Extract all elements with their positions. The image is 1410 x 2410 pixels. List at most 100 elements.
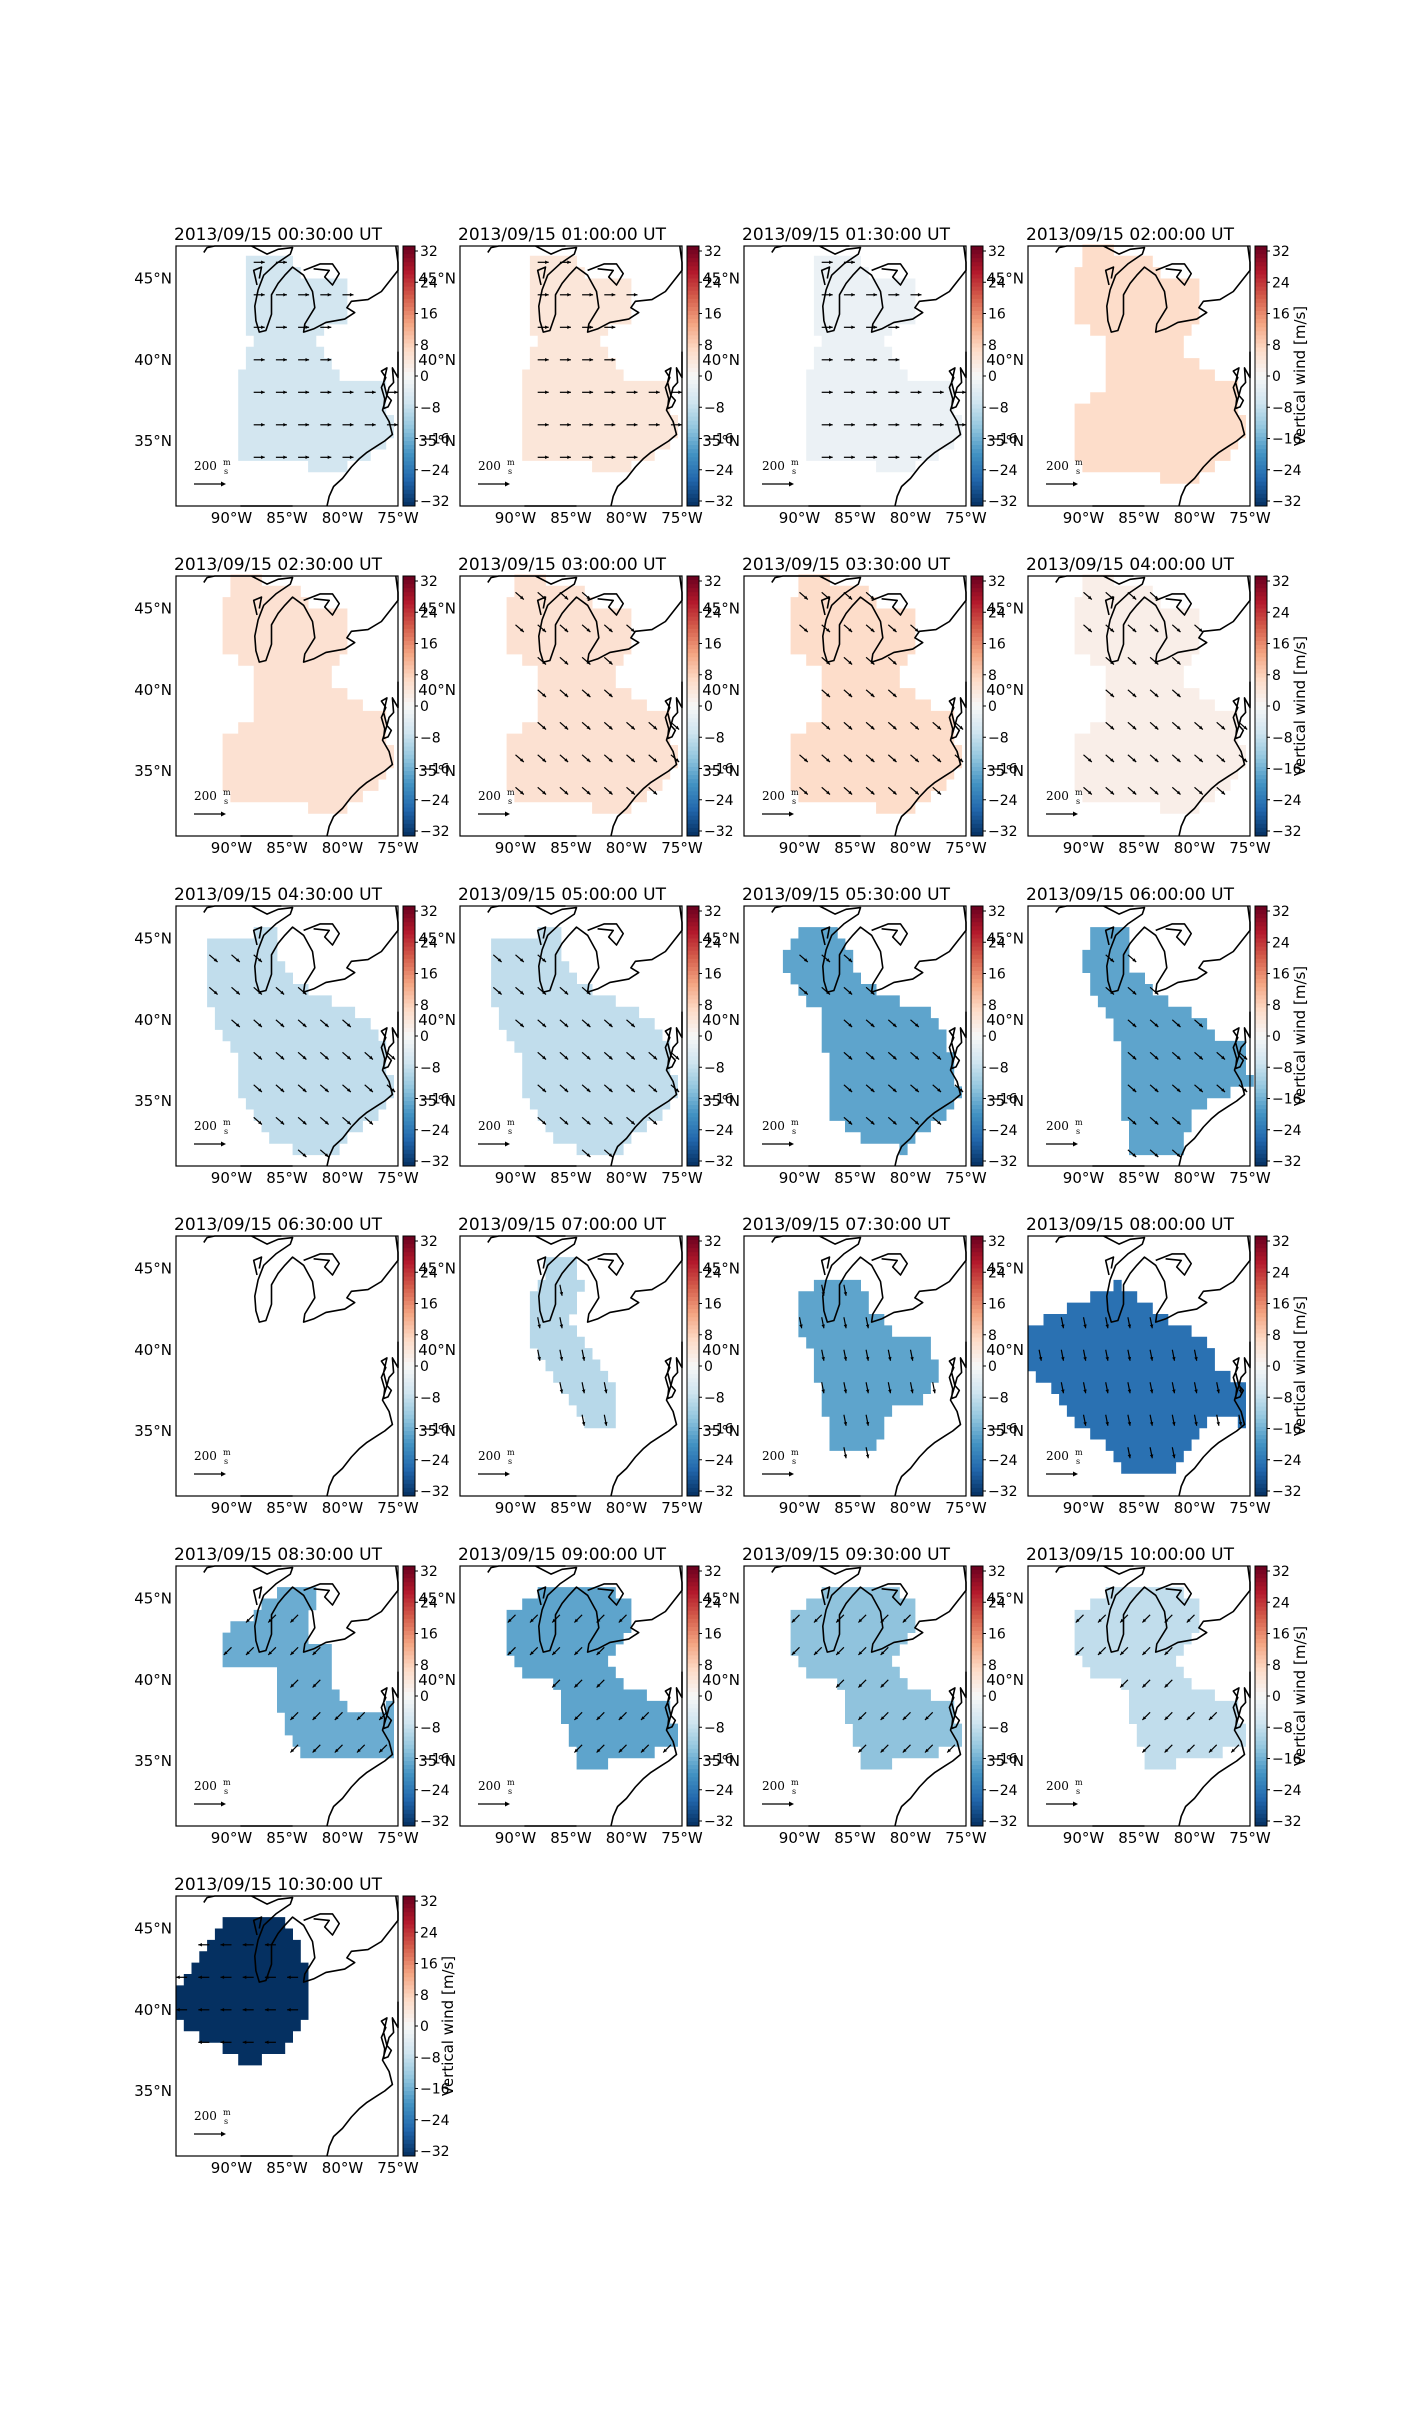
wind-vector-head bbox=[608, 628, 613, 632]
wind-vector-head bbox=[826, 958, 830, 962]
map-frame bbox=[1027, 1235, 1251, 1497]
colorbar-segment bbox=[687, 906, 699, 911]
colorbar-segment bbox=[971, 1325, 983, 1330]
quiver-key-unit-num: m bbox=[507, 1118, 515, 1127]
wind-vector-head bbox=[618, 1716, 623, 1720]
colorbar-segment bbox=[971, 1483, 983, 1489]
wind-vector-head bbox=[843, 1324, 848, 1329]
colorbar-segment bbox=[971, 1683, 983, 1689]
wind-vector-head bbox=[302, 1120, 307, 1125]
wind-vector-head bbox=[914, 790, 919, 795]
colorbar-segment bbox=[971, 1801, 983, 1807]
colorbar-segment bbox=[1255, 262, 1267, 267]
panel-title: 2013/09/15 08:30:00 UT bbox=[174, 1545, 383, 1565]
wind-vector-head bbox=[567, 390, 571, 394]
colorbar-segment bbox=[1255, 787, 1267, 792]
colorbar-segment bbox=[971, 823, 983, 829]
colorbar-segment bbox=[403, 493, 415, 499]
colorbar-segment bbox=[1255, 1402, 1267, 1408]
wind-vector-head bbox=[394, 423, 398, 427]
vertical-wind-field bbox=[529, 1257, 616, 1429]
colorbar-tick-label: 8 bbox=[1272, 1328, 1281, 1344]
colorbar-segment bbox=[1255, 641, 1267, 646]
lon-label: 80°W bbox=[890, 1169, 932, 1187]
colorbar-segment bbox=[1255, 1740, 1267, 1746]
colorbar-segment bbox=[403, 392, 415, 397]
colorbar-segment bbox=[971, 1390, 983, 1395]
colorbar-segment bbox=[1255, 991, 1267, 996]
colorbar-segment bbox=[971, 424, 983, 430]
colorbar-segment bbox=[403, 1088, 415, 1094]
colorbar-segment bbox=[687, 645, 699, 650]
wind-vector-head bbox=[357, 1748, 361, 1753]
colorbar-segment bbox=[403, 2058, 415, 2064]
colorbar-segment bbox=[687, 493, 699, 499]
colorbar-segment bbox=[403, 636, 415, 642]
lat-label: 45°N bbox=[702, 270, 740, 288]
colorbar-segment bbox=[687, 918, 699, 923]
wind-vector-head bbox=[848, 758, 853, 762]
wind-vector-head bbox=[848, 693, 853, 697]
vertical-wind-field bbox=[491, 927, 678, 1156]
colorbar-tick-label: −8 bbox=[988, 730, 1009, 746]
colorbar-segment bbox=[971, 1817, 983, 1823]
quiver-key-unit-den: s bbox=[508, 1127, 512, 1136]
colorbar-segment bbox=[971, 1606, 983, 1612]
lon-label: 75°W bbox=[945, 1499, 987, 1517]
colorbar-segment bbox=[971, 811, 983, 817]
wind-vector-head bbox=[1132, 1023, 1137, 1027]
panel-title: 2013/09/15 00:30:00 UT bbox=[174, 225, 383, 245]
colorbar-tick-label: −32 bbox=[420, 2144, 450, 2160]
colorbar-segment bbox=[971, 485, 983, 491]
colorbar-tick-label: 32 bbox=[420, 1894, 438, 1910]
colorbar-segment bbox=[403, 946, 415, 952]
colorbar-segment bbox=[687, 1777, 699, 1782]
wind-vector-head bbox=[653, 790, 657, 795]
colorbar-segment bbox=[1255, 1439, 1267, 1444]
wind-vector-head bbox=[1198, 1088, 1203, 1092]
colorbar-segment bbox=[687, 592, 699, 597]
vertical-wind-field bbox=[506, 1587, 678, 1770]
colorbar-segment bbox=[1255, 580, 1267, 585]
colorbar-segment bbox=[687, 1092, 699, 1098]
colorbar-tick-label: −32 bbox=[420, 1154, 450, 1170]
colorbar-segment bbox=[1255, 1064, 1267, 1069]
lat-label: 35°N bbox=[418, 762, 456, 780]
colorbar-segment bbox=[971, 726, 983, 731]
lon-label: 85°W bbox=[1118, 1499, 1160, 1517]
colorbar-segment bbox=[403, 722, 415, 727]
colorbar-segment bbox=[687, 1748, 699, 1754]
colorbar-tick-label: −16 bbox=[988, 1092, 1018, 1108]
map-frame bbox=[459, 245, 683, 507]
colorbar-segment bbox=[403, 950, 415, 956]
colorbar-segment bbox=[687, 758, 699, 764]
colorbar-segment bbox=[687, 742, 699, 748]
quiver-key-arrow-head bbox=[1073, 1801, 1078, 1807]
wind-vector-head bbox=[940, 390, 944, 394]
colorbar-segment bbox=[687, 1048, 699, 1053]
colorbar-segment bbox=[403, 501, 415, 507]
colorbar-segment bbox=[1255, 1370, 1267, 1375]
colorbar-segment bbox=[971, 791, 983, 796]
colorbar-segment bbox=[403, 962, 415, 968]
colorbar-segment bbox=[403, 278, 415, 284]
colorbar-segment bbox=[1255, 1459, 1267, 1464]
colorbar-segment bbox=[687, 604, 699, 609]
wind-vector-head bbox=[349, 423, 354, 427]
colorbar-tick-label: −16 bbox=[988, 1422, 1018, 1438]
wind-vector-head bbox=[1176, 725, 1181, 730]
colorbar-segment bbox=[1255, 473, 1267, 479]
colorbar-segment bbox=[687, 1479, 699, 1485]
colorbar-segment bbox=[687, 461, 699, 466]
wind-vector-head bbox=[507, 1651, 512, 1655]
vertical-wind-field bbox=[238, 255, 394, 473]
colorbar-segment bbox=[1255, 404, 1267, 409]
wind-vector-head bbox=[324, 1023, 329, 1027]
colorbar-segment bbox=[403, 1708, 415, 1713]
colorbar-segment bbox=[971, 1479, 983, 1485]
colorbar-segment bbox=[403, 2131, 415, 2137]
wind-vector-head bbox=[1132, 628, 1137, 632]
